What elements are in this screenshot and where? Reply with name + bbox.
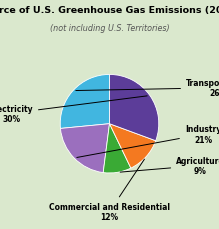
Text: Agriculture
9%: Agriculture 9% xyxy=(120,156,219,175)
Text: Transportation
26%: Transportation 26% xyxy=(76,79,219,98)
Wedge shape xyxy=(60,75,110,129)
Text: Industry
21%: Industry 21% xyxy=(77,125,219,158)
Text: Source of U.S. Greenhouse Gas Emissions (2014): Source of U.S. Greenhouse Gas Emissions … xyxy=(0,6,219,15)
Wedge shape xyxy=(60,124,110,173)
Wedge shape xyxy=(110,75,159,141)
Text: (not including U.S. Territories): (not including U.S. Territories) xyxy=(50,24,169,33)
Text: Electricity
30%: Electricity 30% xyxy=(0,96,147,123)
Text: Commercial and Residential
12%: Commercial and Residential 12% xyxy=(49,159,170,221)
Wedge shape xyxy=(103,124,131,173)
Wedge shape xyxy=(110,124,156,168)
